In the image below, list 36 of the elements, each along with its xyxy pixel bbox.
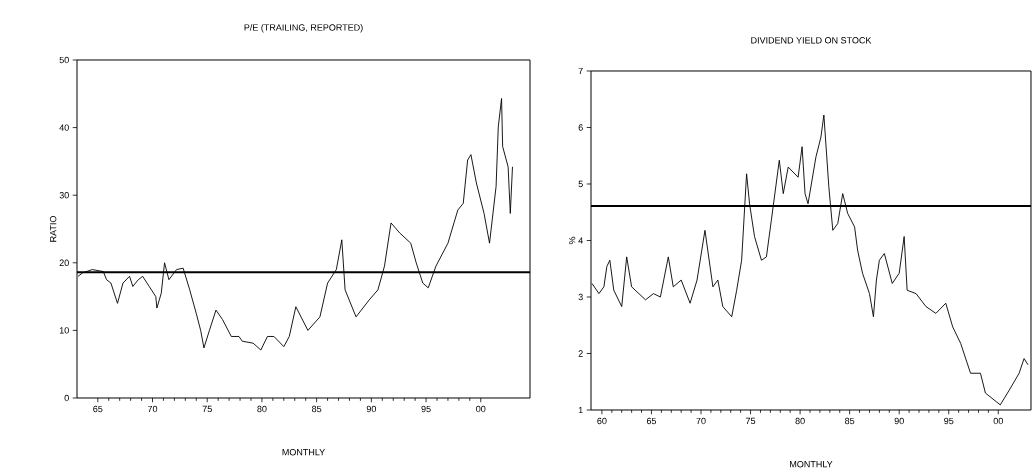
x-tick-label: 80 xyxy=(795,417,805,425)
y-tick-label: 50 xyxy=(59,56,69,64)
x-tick-label: 00 xyxy=(993,417,1003,425)
x-tick-label: 90 xyxy=(366,405,377,413)
y-tick-label: 10 xyxy=(59,327,69,334)
chart-title: P/E (TRAILING, REPORTED) xyxy=(244,24,363,33)
x-tick-label: 70 xyxy=(147,405,158,413)
y-tick-label: 1 xyxy=(578,406,583,414)
x-tick-label: 95 xyxy=(421,405,431,413)
x-tick-label: 60 xyxy=(597,417,607,425)
x-tick-label: 75 xyxy=(746,417,756,425)
x-tick-label: 80 xyxy=(257,405,267,413)
x-tick-label: 90 xyxy=(894,417,904,425)
y-tick-label: 3 xyxy=(578,293,583,301)
y-tick-label: 2 xyxy=(578,350,583,357)
y-tick-label: 0 xyxy=(64,394,69,402)
y-axis-title: % xyxy=(569,236,576,245)
x-tick-label: 85 xyxy=(312,405,322,413)
x-axis-title: MONTHLY xyxy=(282,449,325,456)
x-tick-label: 95 xyxy=(944,417,954,425)
x-tick-label: 65 xyxy=(93,405,103,413)
y-tick-label: 30 xyxy=(59,192,69,199)
y-axis-title: RATIO xyxy=(49,216,57,242)
chart-title: DIVIDEND YIELD ON STOCK xyxy=(751,37,872,44)
x-tick-label: 75 xyxy=(202,405,212,413)
y-tick-label: 20 xyxy=(59,259,69,266)
y-tick-label: 40 xyxy=(59,124,69,131)
y-tick-label: 5 xyxy=(578,180,583,188)
y-tick-label: 6 xyxy=(578,124,583,131)
y-tick-label: 4 xyxy=(578,237,583,244)
x-tick-label: 85 xyxy=(845,417,855,425)
x-tick-label: 65 xyxy=(646,417,657,425)
x-axis-title: MONTHLY xyxy=(790,461,833,468)
y-tick-label: 7 xyxy=(578,67,583,75)
x-tick-label: 00 xyxy=(476,405,486,413)
x-tick-label: 70 xyxy=(696,417,706,425)
